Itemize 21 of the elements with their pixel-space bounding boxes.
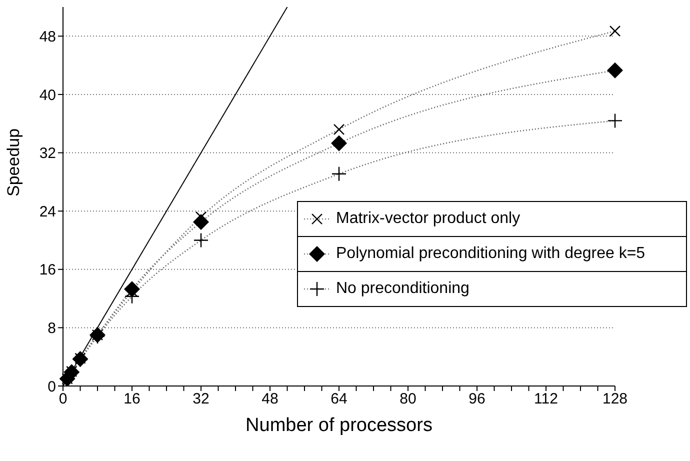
y-tick-label: 0 xyxy=(48,378,56,396)
y-axis-title: Speedup xyxy=(4,128,24,196)
y-tick-label: 8 xyxy=(48,320,56,338)
y-tick-label: 24 xyxy=(39,203,56,220)
x-tick-label: 112 xyxy=(534,390,558,408)
y-tick-label: 40 xyxy=(39,86,56,104)
legend-label: No preconditioning xyxy=(336,280,470,298)
y-tick-label: 32 xyxy=(39,145,56,162)
x-tick-label: 128 xyxy=(602,390,628,408)
y-tick-label: 16 xyxy=(39,262,56,279)
x-tick-label: 96 xyxy=(468,390,486,408)
legend-label: Matrix-vector product only xyxy=(336,210,520,228)
x-tick-label: 80 xyxy=(400,390,416,408)
x-tick-label: 16 xyxy=(124,390,140,408)
legend-label: Polynomial preconditioning with degree k=5 xyxy=(336,245,646,263)
x-tick-label: 32 xyxy=(192,390,210,408)
x-axis-title: Number of processors xyxy=(246,415,432,436)
x-tick-label: 0 xyxy=(58,390,68,408)
x-tick-label: 48 xyxy=(262,390,278,408)
y-tick-label: 48 xyxy=(39,28,56,46)
x-tick-label: 64 xyxy=(330,390,348,408)
